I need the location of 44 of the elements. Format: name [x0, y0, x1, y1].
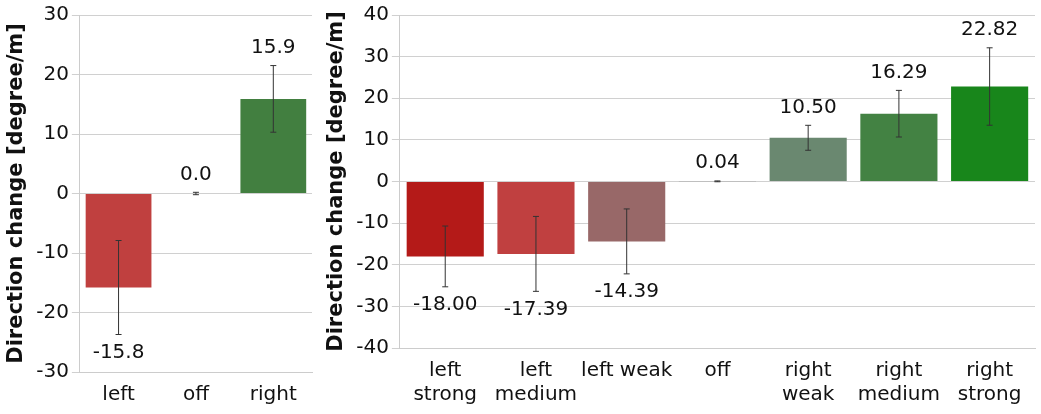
y-tick-label: 20 — [43, 60, 69, 85]
data-label: -14.39 — [594, 278, 659, 303]
bar — [588, 182, 666, 242]
y-tick-label: 0 — [56, 179, 69, 204]
data-label: 15.9 — [251, 33, 296, 58]
data-label: 0.04 — [695, 149, 740, 174]
data-label: 22.82 — [961, 16, 1019, 40]
x-tick-label: right medium — [857, 357, 940, 406]
y-tick-label: -30 — [36, 358, 69, 383]
y-tick-label: -30 — [356, 292, 389, 317]
data-label: -18.00 — [412, 291, 478, 316]
bar — [860, 113, 938, 181]
bar — [497, 182, 575, 254]
y-axis-title: Direction change [degree/m] — [3, 23, 28, 364]
x-tick-label: off — [704, 357, 732, 382]
bar — [406, 182, 484, 257]
data-label: 16.29 — [870, 58, 928, 83]
y-tick-label: -10 — [36, 239, 69, 264]
y-tick-label: -20 — [356, 250, 389, 275]
y-tick-label: 10 — [363, 126, 389, 151]
x-tick-label: right — [249, 381, 297, 406]
data-label: -17.39 — [503, 295, 569, 320]
y-tick-label: 10 — [43, 120, 69, 145]
y-axis-title: Direction change [degree/m] — [323, 11, 348, 352]
y-tick-label: 0 — [376, 167, 389, 192]
x-tick-label: left strong — [413, 357, 478, 406]
y-tick-label: -40 — [356, 334, 389, 359]
y-tick-label: -20 — [36, 298, 69, 323]
x-tick-label: left — [102, 381, 135, 406]
data-label: 0.0 — [180, 160, 212, 185]
bar — [769, 137, 847, 181]
y-tick-label: 20 — [363, 84, 389, 109]
x-tick-label: left medium — [494, 357, 578, 406]
x-tick-label: right strong — [957, 357, 1022, 406]
y-tick-label: 40 — [363, 1, 389, 26]
x-tick-label: off — [182, 381, 211, 406]
data-label: -15.8 — [92, 338, 145, 363]
y-tick-label: 30 — [43, 1, 69, 26]
y-tick-label: -10 — [356, 209, 389, 234]
x-tick-label: left weak — [581, 357, 673, 382]
data-label: 10.50 — [779, 93, 837, 118]
y-tick-label: 30 — [363, 42, 389, 67]
x-tick-label: right weak — [781, 357, 835, 406]
bar — [951, 86, 1029, 181]
